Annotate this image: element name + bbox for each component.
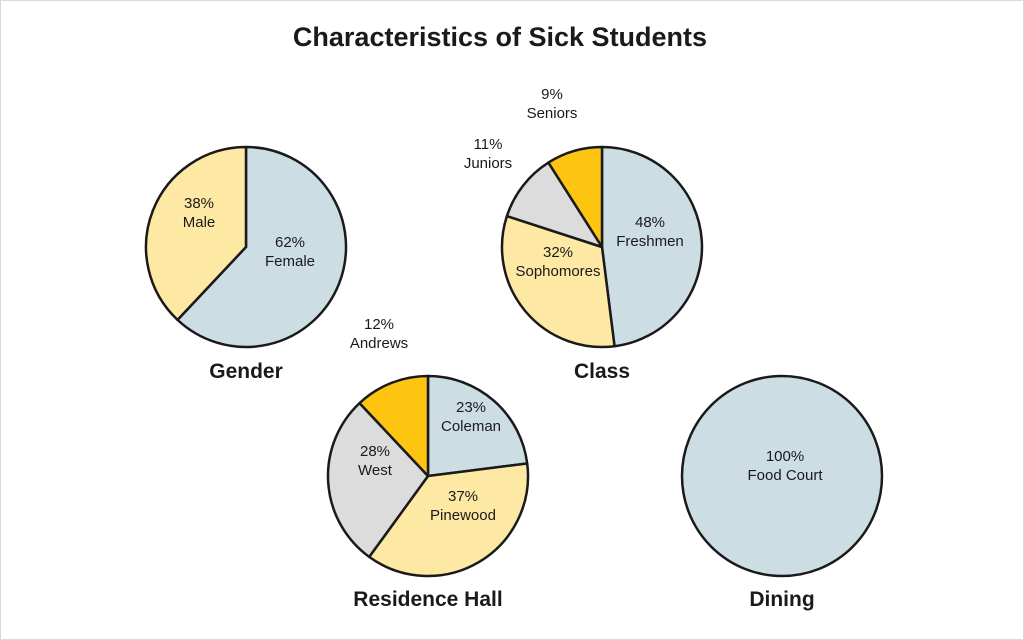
chart-title: Dining	[749, 588, 814, 611]
slice-label-seniors: 9% Seniors	[527, 86, 578, 122]
slice-name: Seniors	[527, 105, 578, 122]
slice-percent: 28%	[360, 443, 390, 460]
chart-title: Gender	[209, 360, 283, 383]
chart-title: Class	[574, 360, 630, 383]
slice-pinewood	[367, 462, 530, 578]
slice-percent: 48%	[635, 214, 665, 231]
slice-male	[144, 145, 248, 322]
slice-name: West	[358, 462, 393, 479]
slice-sophomores	[500, 214, 616, 349]
slice-seniors	[547, 145, 604, 249]
slice-percent: 12%	[364, 316, 394, 333]
slice-name: Coleman	[441, 418, 501, 435]
slice-name: Sophomores	[515, 263, 600, 280]
slice-name: Pinewood	[430, 507, 496, 524]
slice-name: Male	[183, 214, 216, 231]
slice-name: Female	[265, 253, 315, 270]
slice-name: Juniors	[464, 155, 512, 172]
slice-label-coleman: 23% Coleman	[441, 399, 501, 435]
slice-name: Food Court	[747, 467, 823, 484]
slice-andrews	[358, 374, 430, 478]
slice-percent: 9%	[541, 86, 563, 103]
slice-freshmen	[600, 145, 704, 348]
slice-west	[326, 401, 430, 559]
slice-name: Freshmen	[616, 233, 684, 250]
slice-percent: 32%	[543, 244, 573, 261]
slice-label-sophomores: 32% Sophomores	[515, 244, 600, 280]
slice-name: Andrews	[350, 335, 408, 352]
slice-juniors	[505, 161, 604, 249]
slice-label-west: 28% West	[358, 443, 393, 479]
slice-percent: 37%	[448, 488, 478, 505]
slice-label-food-court: 100% Food Court	[747, 448, 823, 484]
slice-label-pinewood: 37% Pinewood	[430, 488, 496, 524]
slice-label-female: 62% Female	[265, 234, 315, 270]
slice-percent: 23%	[456, 399, 486, 416]
slice-label-male: 38% Male	[183, 195, 216, 231]
slice-female	[176, 145, 348, 349]
slice-percent: 100%	[766, 448, 804, 465]
slice-percent: 62%	[275, 234, 305, 251]
slice-percent: 38%	[184, 195, 214, 212]
pie-chart-class: 48% Freshmen 32% Sophomores 11% Juniors 9% Seni…	[464, 86, 704, 383]
main-title: Characteristics of Sick Students	[292, 22, 708, 52]
slice-label-freshmen: 48% Freshmen	[616, 214, 684, 250]
slice-food-court	[680, 374, 884, 578]
pie-chart-residence-hall: 23% Coleman 37% Pinewood 28% West 12% Andrews Re…	[326, 316, 530, 611]
pie-chart-dining: 100% Food Court Dining	[680, 374, 884, 611]
slice-label-andrews: 12% Andrews	[350, 316, 408, 352]
slice-label-juniors: 11% Juniors	[464, 136, 512, 172]
slice-percent: 11%	[474, 136, 503, 153]
slice-coleman	[426, 374, 529, 478]
pie-chart-gender: 62% Female 38% Male Gender	[144, 145, 348, 383]
chart-title: Residence Hall	[353, 588, 502, 611]
